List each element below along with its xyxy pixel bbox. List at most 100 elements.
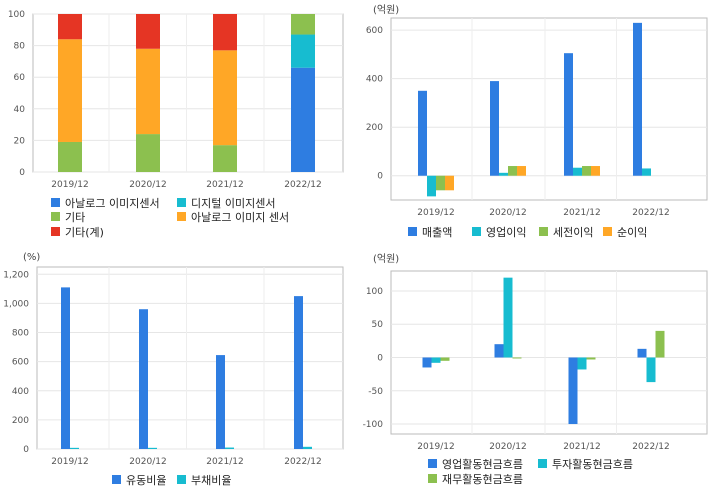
- x-tick-label: 2019/12: [417, 442, 454, 452]
- bar: [573, 167, 582, 176]
- legend-label: 부채비율: [191, 474, 231, 487]
- bar: [494, 344, 504, 358]
- legend-swatch: [177, 212, 186, 221]
- legend-swatch: [428, 474, 437, 483]
- bar: [216, 355, 225, 449]
- bar: [294, 296, 303, 449]
- legend-swatch: [538, 459, 547, 468]
- bar: [136, 14, 160, 49]
- legend-label: 유동비율: [126, 474, 166, 487]
- bar: [577, 357, 587, 370]
- bar: [418, 90, 427, 176]
- x-tick-label: 2022/12: [284, 457, 321, 467]
- legend-label: 투자활동현금흐름: [552, 457, 633, 471]
- legend-label: 재무활동현금흐름: [442, 472, 523, 486]
- bar: [499, 172, 508, 176]
- unit-label: (억원): [373, 4, 399, 16]
- bar: [139, 309, 148, 449]
- y-tick-label: 600: [12, 358, 29, 368]
- bar: [642, 168, 651, 176]
- bar: [586, 357, 596, 360]
- bar: [213, 14, 237, 51]
- bar: [303, 446, 312, 449]
- bar: [440, 357, 450, 361]
- legend-label: 기타(계): [65, 226, 104, 239]
- y-tick-label: 100: [8, 10, 25, 20]
- x-tick-label: 2022/12: [632, 442, 669, 452]
- bar: [637, 348, 647, 358]
- legend-swatch: [472, 227, 481, 236]
- y-tick-label: 20: [14, 136, 26, 146]
- bar: [148, 447, 157, 449]
- bar: [445, 175, 454, 191]
- bar: [564, 53, 573, 176]
- x-tick-label: 2020/12: [129, 180, 166, 190]
- legend-label: 아날로그 이미지 센서: [191, 211, 289, 224]
- y-tick-label: -100: [363, 420, 384, 430]
- legend-swatch: [428, 459, 437, 468]
- y-tick-label: 400: [12, 387, 29, 397]
- x-tick-label: 2020/12: [489, 442, 526, 452]
- x-tick-label: 2021/12: [563, 208, 600, 218]
- x-tick-label: 2019/12: [51, 180, 88, 190]
- y-tick-label: -50: [368, 387, 383, 397]
- y-tick-label: 800: [12, 329, 29, 339]
- x-tick-label: 2019/12: [417, 208, 454, 218]
- y-tick-label: 80: [14, 42, 26, 52]
- chart-panel-1: 0 20 40 60 80 100 2019/12 2020/12 2021/12 2022/12…: [8, 10, 344, 239]
- y-tick-label: 1,000: [3, 299, 29, 309]
- y-tick-label: 0: [377, 353, 383, 363]
- bar: [646, 357, 656, 383]
- bar: [70, 447, 79, 449]
- legend-label: 순이익: [617, 226, 647, 239]
- unit-label: (억원): [373, 253, 399, 265]
- bar: [58, 141, 82, 172]
- chart-panel-2: (억원) 0 200 400 600 2019/12 2020/12 2021/12 2022/…: [366, 4, 708, 239]
- bar: [508, 166, 517, 176]
- y-tick-label: 100: [366, 287, 383, 297]
- bar: [61, 287, 70, 449]
- y-tick-label: 40: [14, 105, 26, 115]
- bar: [213, 145, 237, 172]
- bar: [136, 48, 160, 135]
- y-tick-label: 0: [19, 168, 25, 178]
- y-tick-label: 200: [12, 416, 29, 426]
- legend-swatch: [539, 227, 548, 236]
- plot-area: [390, 17, 708, 201]
- x-tick-label: 2020/12: [129, 457, 166, 467]
- plot-area: [390, 270, 708, 435]
- bar: [225, 447, 234, 449]
- legend-label: 영업이익: [486, 226, 526, 239]
- bar: [582, 166, 591, 176]
- legend-swatch: [408, 227, 417, 236]
- bar: [213, 50, 237, 146]
- legend-label: 아날로그 이미지센서: [65, 197, 160, 210]
- bar: [436, 175, 445, 191]
- y-tick-label: 1,200: [3, 270, 29, 280]
- bar: [422, 357, 432, 368]
- legend-label: 매출액: [422, 226, 452, 239]
- legend-swatch: [51, 212, 60, 221]
- x-tick-label: 2021/12: [563, 442, 600, 452]
- y-tick-label: 200: [366, 123, 383, 133]
- y-tick-label: 400: [366, 75, 383, 85]
- chart-panel-4: (억원) -100 -50 0 50 100 2019/12 2020/12 2021/12 20…: [363, 253, 708, 486]
- x-tick-label: 2021/12: [206, 457, 243, 467]
- bar: [517, 166, 526, 176]
- legend-swatch: [51, 227, 60, 236]
- x-tick-label: 2020/12: [489, 208, 526, 218]
- legend-label: 영업활동현금흐름: [442, 457, 523, 471]
- bar: [136, 134, 160, 172]
- bar: [431, 357, 441, 363]
- x-tick-label: 2022/12: [632, 208, 669, 218]
- legend-label: 디지털 이미지센서: [191, 197, 275, 210]
- bar: [512, 357, 522, 359]
- bar: [591, 166, 600, 176]
- bar: [503, 277, 513, 358]
- bar: [568, 357, 578, 425]
- bar: [291, 14, 315, 35]
- bar: [291, 67, 315, 172]
- bar: [58, 14, 82, 40]
- unit-label: (%): [23, 252, 40, 263]
- x-tick-label: 2022/12: [284, 180, 321, 190]
